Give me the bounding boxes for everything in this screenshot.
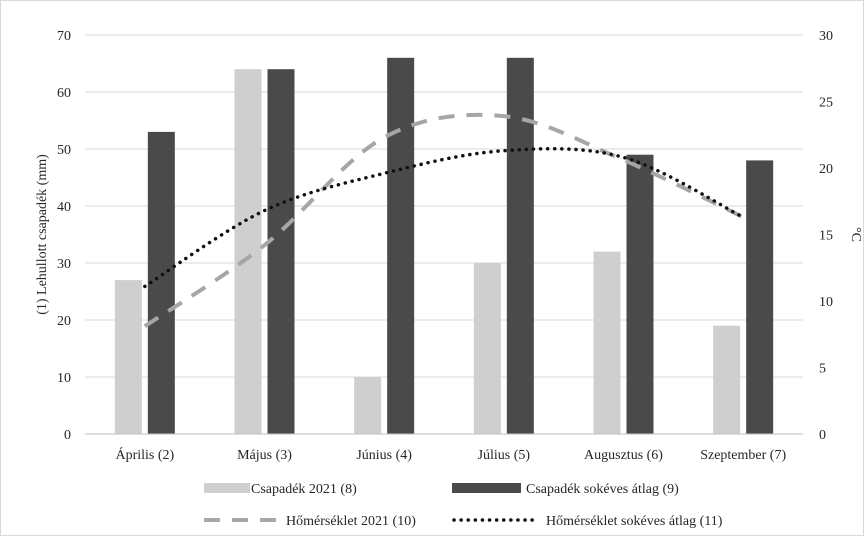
bar-precip-average xyxy=(746,160,774,434)
temp-2021-line xyxy=(143,112,745,328)
legend-label: Csapadék 2021 (8) xyxy=(251,482,357,497)
bar-precip-2021 xyxy=(354,377,382,434)
y-tick-label: 20 xyxy=(57,314,71,329)
legend-swatch xyxy=(452,483,521,493)
y2-tick-label: 5 xyxy=(819,362,826,377)
x-tick-label: Április (2) xyxy=(115,446,174,463)
bar-precip-2021 xyxy=(114,280,142,434)
y2-tick-label: 0 xyxy=(819,428,826,443)
bar-precip-2021 xyxy=(593,251,621,434)
bar-precip-average xyxy=(387,57,415,435)
bar-precip-average xyxy=(506,57,534,435)
legend-swatch xyxy=(204,483,250,493)
y-axis-title: (1) Lehullott csapadék (mm) xyxy=(35,154,50,315)
x-tick-label: Május (3) xyxy=(237,448,292,463)
y-tick-label: 30 xyxy=(57,257,71,272)
y2-tick-label: 10 xyxy=(819,295,833,310)
bar-precip-average xyxy=(267,69,295,434)
x-tick-label: Július (5) xyxy=(478,448,531,463)
bar-precip-average xyxy=(626,154,654,434)
legend-label: Csapadék sokéves átlag (9) xyxy=(526,482,679,497)
y2-tick-label: 30 xyxy=(819,29,833,44)
y-tick-label: 60 xyxy=(57,86,71,101)
x-tick-label: Szeptember (7) xyxy=(700,448,786,463)
bar-precip-2021 xyxy=(473,263,501,434)
y-tick-label: 10 xyxy=(57,371,71,386)
legend-label: Hőmérséklet sokéves átlag (11) xyxy=(546,514,723,529)
y-tick-label: 40 xyxy=(57,200,71,215)
y2-tick-label: 15 xyxy=(819,229,833,244)
bar-precip-2021 xyxy=(234,69,262,434)
y-tick-label: 70 xyxy=(57,29,71,44)
y-tick-label: 0 xyxy=(64,428,71,443)
x-tick-label: Augusztus (6) xyxy=(584,448,663,463)
bar-precip-2021 xyxy=(713,325,741,434)
y2-tick-label: 20 xyxy=(819,162,833,177)
y2-axis-title: °C xyxy=(848,227,863,242)
y2-tick-label: 25 xyxy=(819,96,833,111)
x-tick-label: Június (4) xyxy=(356,448,412,463)
temp-average-line xyxy=(143,146,745,289)
legend-label: Hőmérséklet 2021 (10) xyxy=(286,514,416,529)
y-tick-label: 50 xyxy=(57,143,71,158)
